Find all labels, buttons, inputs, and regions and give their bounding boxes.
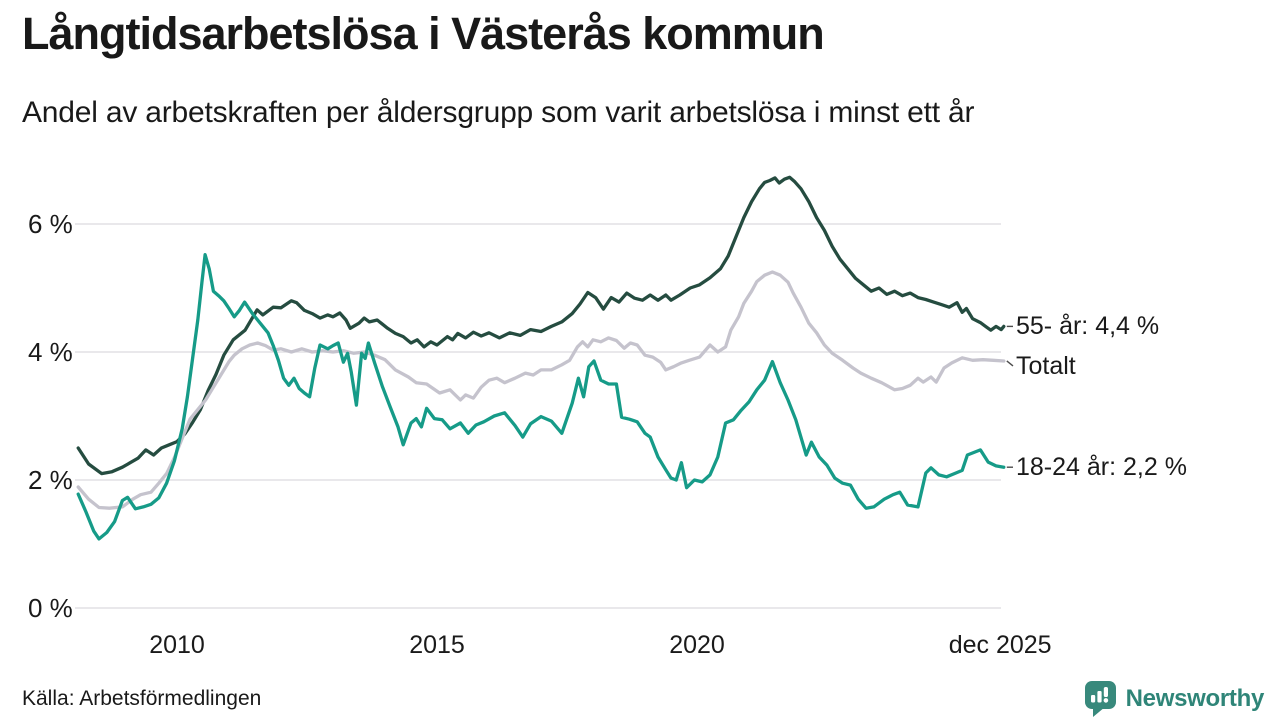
source-note: Källa: Arbetsförmedlingen <box>22 687 262 710</box>
x-tick-label: 2015 <box>409 631 465 659</box>
newsworthy-speech-bubble-icon <box>1084 681 1116 717</box>
x-tick-label: 2010 <box>149 631 205 659</box>
chart-subtitle: Andel av arbetskraften per åldersgrupp s… <box>22 96 975 129</box>
series-end-label-18-24-ar: 18-24 år: 2,2 % <box>1016 453 1187 482</box>
newsworthy-wordmark: Newsworthy <box>1125 685 1265 712</box>
newsworthy-logo: Newsworthy <box>1084 680 1264 718</box>
x-tick-label: dec 2025 <box>948 631 1052 659</box>
y-tick-label: 0 % <box>28 593 73 623</box>
y-tick-label: 4 % <box>28 337 73 367</box>
y-tick-label: 6 % <box>28 209 73 239</box>
series-line-totalt <box>76 270 1006 510</box>
series-end-label-totalt: Totalt <box>1016 351 1076 380</box>
series-line-18-24-ar <box>76 253 1006 541</box>
series-end-label-55-ar: 55- år: 4,4 % <box>1016 312 1160 341</box>
x-tick-label: 2020 <box>669 631 725 659</box>
chart-title: Långtidsarbetslösa i Västerås kommun <box>22 8 825 59</box>
series-line-55-ar <box>76 175 1006 476</box>
y-tick-label: 2 % <box>28 465 73 495</box>
label-connector-totalt <box>1006 360 1014 367</box>
